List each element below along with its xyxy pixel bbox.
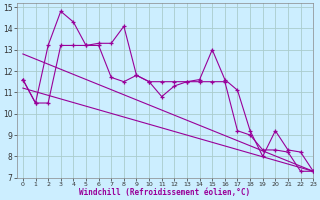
X-axis label: Windchill (Refroidissement éolien,°C): Windchill (Refroidissement éolien,°C) <box>79 188 251 197</box>
